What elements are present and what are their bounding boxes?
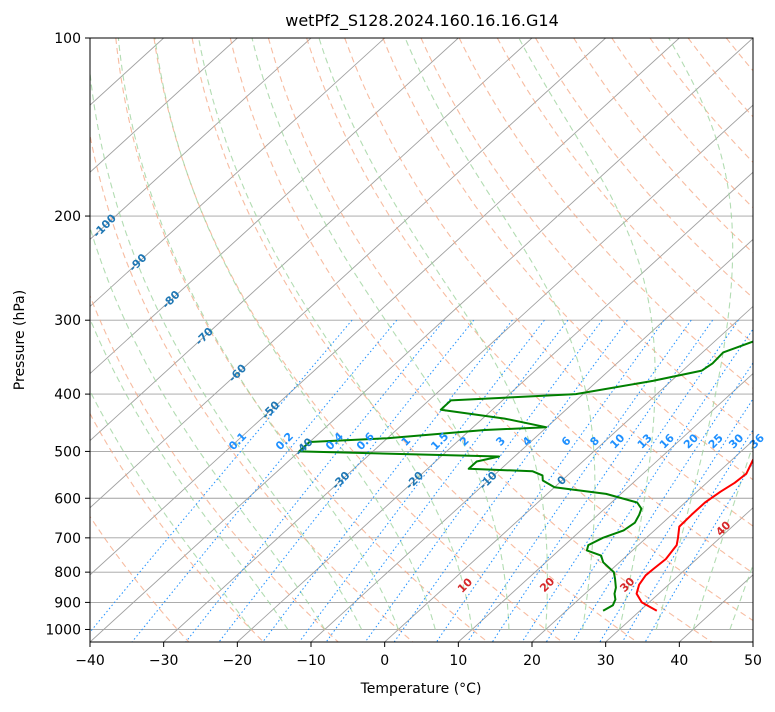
x-axis-title: Temperature (°C) [360,681,482,697]
y-tick-label: 900 [54,595,81,611]
x-tick-label: 40 [670,653,688,669]
y-tick-label: 600 [54,491,81,507]
y-tick-label: 700 [54,531,81,547]
y-tick-label: 400 [54,387,81,403]
y-tick-label: 200 [54,209,81,225]
x-tick-label: 0 [380,653,389,669]
x-tick-label: −20 [223,653,253,669]
y-tick-label: 1000 [45,622,81,638]
x-tick-label: −10 [296,653,326,669]
x-tick-label: −30 [149,653,179,669]
y-tick-label: 300 [54,313,81,329]
x-tick-label: 20 [523,653,541,669]
x-tick-label: 30 [597,653,615,669]
x-tick-label: −40 [75,653,105,669]
y-tick-label: 800 [54,565,81,581]
chart-title: wetPf2_S128.2024.160.16.16.G14 [285,11,559,31]
y-axis-title: Pressure (hPa) [12,290,28,390]
y-tick-label: 500 [54,444,81,460]
x-tick-label: 50 [744,653,762,669]
y-tick-label: 100 [54,31,81,47]
x-tick-label: 10 [449,653,467,669]
